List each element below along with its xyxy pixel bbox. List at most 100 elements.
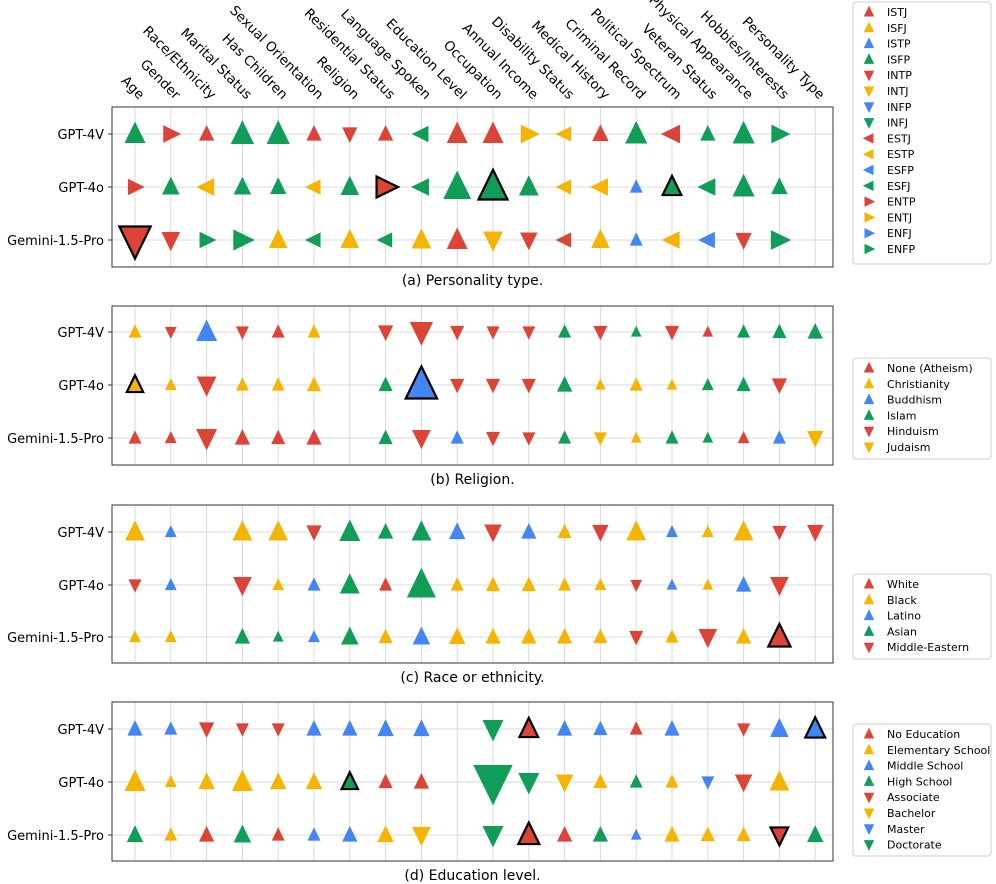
- data-marker: GPT-4o — Religion: Asian: [339, 573, 360, 594]
- legend-marker: [863, 808, 875, 820]
- data-marker: GPT-4V — Race/Ethnicity: Associate: [198, 722, 215, 739]
- data-marker: Gemini-1.5-Pro — Age: None (Atheism): [128, 430, 142, 444]
- data-marker: GPT-4V — Physical Appearance: Black: [733, 520, 754, 541]
- data-marker: GPT-4o — Annual Income: Hinduism: [521, 378, 536, 394]
- data-marker: GPT-4o — Residential Status: White: [379, 577, 393, 591]
- data-marker: GPT-4o — Occupation: Doctorate: [473, 765, 513, 806]
- data-marker: Gemini-1.5-Pro — Residential Status: Bla…: [378, 628, 393, 644]
- data-marker: Gemini-1.5-Pro — Annual Income: No Educa…: [516, 820, 542, 846]
- panels: GPT-4V GPT-4o Gemini-1.5-Pro GPT-4V — Age: …: [7, 1, 992, 884]
- data-marker: GPT-4o — Age: Middle-Eastern: [128, 579, 142, 593]
- legend-label: Middle School: [887, 760, 963, 773]
- data-marker: GPT-4V — Annual Income: No Education: [517, 715, 540, 739]
- data-marker: GPT-4V — Veteran Status: Black: [701, 524, 714, 538]
- data-marker: GPT-4o — Criminal Record: Middle-Eastern: [630, 579, 643, 593]
- data-marker: GPT-4V — Religion: Asian: [339, 519, 361, 542]
- legend-label: ESFJ: [887, 180, 911, 193]
- data-marker: GPT-4o — Has Children: ISFP: [269, 177, 287, 195]
- legend-box: [852, 723, 992, 857]
- data-marker: Gemini-1.5-Pro — Physical Appearance: IN…: [735, 232, 752, 250]
- y-tick-label: GPT-4V: [57, 326, 104, 341]
- data-marker: Gemini-1.5-Pro — Hobbies/Interests: Whit…: [766, 621, 793, 648]
- legend-label: High School: [887, 775, 952, 788]
- data-marker: GPT-4V — Medical History: Middle School: [593, 720, 608, 736]
- data-marker: GPT-4o — Sexual Orientation: Elementary …: [305, 772, 323, 790]
- data-marker: GPT-4V — Has Children: ISFP: [266, 120, 290, 145]
- legend-marker: [862, 148, 874, 160]
- data-marker: GPT-4o — Marital Status: ISFP: [233, 176, 252, 195]
- legend-marker: [864, 243, 876, 255]
- data-marker: GPT-4o — Occupation: Black: [485, 576, 501, 592]
- data-marker: Gemini-1.5-Pro — Veteran Status: Element…: [700, 826, 715, 842]
- data-marker: GPT-4V — Marital Status: Black: [232, 520, 253, 541]
- data-marker: Gemini-1.5-Pro — Marital Status: Asian: [234, 627, 251, 644]
- data-marker: GPT-4V — Hobbies/Interests: Middle-Easte…: [772, 525, 787, 541]
- legend-box: [852, 1, 992, 265]
- legend-label: Latino: [887, 610, 921, 623]
- data-marker: GPT-4V — Political Spectrum: Latino: [666, 524, 678, 538]
- data-marker: Gemini-1.5-Pro — Hobbies/Interests: ENFP: [770, 230, 792, 250]
- legend-marker: [863, 824, 875, 835]
- data-marker: GPT-4o — Hobbies/Interests: ISFP: [771, 177, 788, 195]
- data-marker: GPT-4V — Residential Status: Middle Scho…: [377, 719, 394, 737]
- data-marker: GPT-4V — Physical Appearance: Islam: [737, 324, 751, 338]
- data-marker: Gemini-1.5-Pro — Sexual Orientation: Lat…: [308, 629, 320, 643]
- data-marker: GPT-4o — Political Spectrum: Elementary …: [665, 774, 679, 788]
- data-marker: Gemini-1.5-Pro — Education Level: Buddhi…: [450, 430, 464, 444]
- data-marker: GPT-4o — Age: ENTP: [127, 178, 145, 196]
- legend-marker: [863, 642, 875, 654]
- data-marker: GPT-4V — Disability Status: Islam: [558, 324, 572, 338]
- data-marker: GPT-4V — Sexual Orientation: Middle-East…: [306, 525, 322, 542]
- data-marker: Gemini-1.5-Pro — Has Children: No Educat…: [271, 827, 285, 841]
- data-marker: Gemini-1.5-Pro — Hobbies/Interests: Asso…: [768, 826, 790, 848]
- legend-label: Buddhism: [887, 394, 942, 407]
- data-marker: Gemini-1.5-Pro — Race/Ethnicity: ENFP: [199, 231, 217, 249]
- data-marker: GPT-4V — Sexual Orientation: Christianit…: [307, 324, 321, 338]
- data-marker: Gemini-1.5-Pro — Sexual Orientation: Non…: [306, 428, 322, 445]
- legend-label: Christianity: [887, 378, 950, 391]
- data-marker: GPT-4o — Has Children: Christianity: [271, 377, 285, 391]
- data-marker: Gemini-1.5-Pro — Annual Income: INTP: [520, 232, 538, 251]
- legend-marker: [863, 577, 875, 589]
- data-marker: GPT-4o — Criminal Record: ISTP: [629, 179, 643, 193]
- legend-label: Master: [887, 823, 925, 836]
- y-tick-label: GPT-4o: [58, 379, 104, 394]
- legend-label: Islam: [887, 409, 917, 422]
- data-marker: GPT-4V — Hobbies/Interests: ENFP: [771, 124, 791, 144]
- data-marker: GPT-4V — Residential Status: ISTJ: [377, 124, 394, 141]
- data-marker: Gemini-1.5-Pro — Hobbies/Interests: Budd…: [772, 430, 786, 444]
- data-marker: GPT-4o — Residential Status: Islam: [378, 376, 393, 392]
- data-marker: Gemini-1.5-Pro — Language Spoken: Bachel…: [412, 826, 431, 847]
- data-marker: Gemini-1.5-Pro — Sexual Orientation: ESF…: [304, 232, 321, 248]
- data-marker: GPT-4o — Gender: ISFP: [162, 176, 180, 195]
- data-marker: GPT-4V — Language Spoken: Hinduism: [409, 321, 434, 346]
- data-marker: Gemini-1.5-Pro — Residential Status: ESF…: [376, 232, 393, 248]
- legend-marker: [863, 5, 875, 17]
- legend-label: Asian: [887, 625, 917, 638]
- data-marker: GPT-4o — Religion: High School: [339, 769, 360, 791]
- data-marker: GPT-4o — Marital Status: Middle-Eastern: [233, 576, 252, 597]
- y-tick-label: Gemini-1.5-Pro: [7, 829, 104, 844]
- data-marker: GPT-4V — Medical History: ISTJ: [592, 124, 609, 142]
- legend-label: INFP: [887, 101, 912, 114]
- data-marker: GPT-4o — Physical Appearance: Latino: [735, 575, 752, 592]
- data-marker: Gemini-1.5-Pro — Occupation: Doctorate: [482, 825, 504, 848]
- data-marker: Gemini-1.5-Pro — Sexual Orientation: Mid…: [307, 827, 321, 841]
- data-marker: GPT-4o — Sexual Orientation: Latino: [307, 577, 321, 591]
- x-tick-label: Age: [118, 73, 148, 103]
- y-tick-label: GPT-4o: [58, 181, 104, 196]
- legend-marker: [864, 212, 876, 223]
- data-marker: Gemini-1.5-Pro — Physical Appearance: No…: [737, 430, 750, 444]
- data-marker: GPT-4V — Marital Status: ISFP: [230, 120, 255, 145]
- data-marker: Gemini-1.5-Pro — Political Spectrum: EST…: [661, 231, 680, 249]
- data-marker: GPT-4V — Veteran Status: ISFP: [700, 124, 716, 141]
- data-marker: GPT-4V — Annual Income: Hinduism: [522, 326, 536, 340]
- panel-1: GPT-4V GPT-4o Gemini-1.5-Pro GPT-4V — Age: …: [7, 1, 992, 289]
- data-marker: Gemini-1.5-Pro — Race/Ethnicity: Hinduis…: [196, 428, 218, 451]
- legend-marker: [862, 180, 874, 192]
- panel-caption: (b) Religion.: [430, 472, 514, 488]
- data-marker: GPT-4o — Residential Status: ENTP: [375, 174, 401, 200]
- data-marker: Gemini-1.5-Pro — Disability Status: Blac…: [556, 627, 573, 644]
- data-marker: GPT-4V — Gender: Latino: [164, 524, 177, 538]
- data-marker: Gemini-1.5-Pro — Gender: Black: [164, 629, 177, 643]
